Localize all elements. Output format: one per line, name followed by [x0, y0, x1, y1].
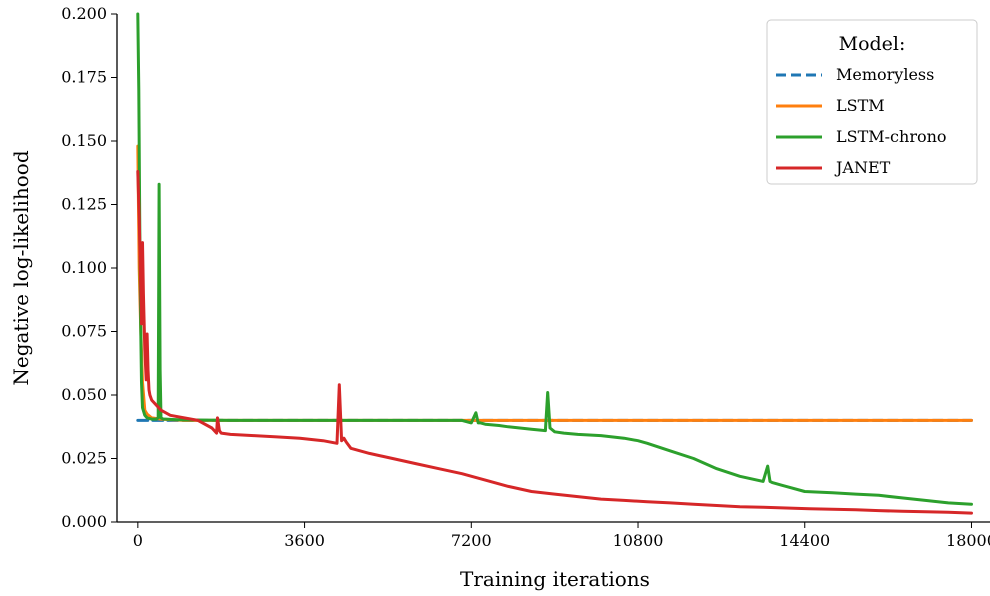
y-tick-label: 0.200	[61, 4, 107, 23]
y-tick-label: 0.025	[61, 449, 107, 468]
x-tick-label: 3600	[284, 531, 325, 550]
y-tick-label: 0.125	[61, 195, 107, 214]
series-line-lstm	[136, 144, 973, 422]
legend: Model: Memoryless LSTM LSTM-chrono JANET	[766, 19, 978, 185]
legend-label: Memoryless	[836, 65, 934, 84]
legend-label: LSTM-chrono	[836, 127, 947, 146]
x-tick-label: 7200	[451, 531, 492, 550]
x-tick-label: 14400	[779, 531, 830, 550]
legend-items: Memoryless LSTM LSTM-chrono JANET	[776, 65, 947, 177]
x-axis-title: Training iterations	[460, 567, 650, 591]
y-tick-label: 0.050	[61, 385, 107, 404]
y-tick-label: 0.100	[61, 258, 107, 277]
legend-label: LSTM	[836, 96, 885, 115]
y-tick-label: 0.150	[61, 131, 107, 150]
series-line-lstm-chrono	[136, 12, 973, 506]
x-tick-label: 10800	[613, 531, 664, 550]
legend-frame	[766, 19, 978, 185]
y-tick-label: 0.075	[61, 322, 107, 341]
y-tick-label: 0.000	[61, 512, 107, 531]
legend-label: JANET	[834, 158, 891, 177]
legend-title: Model:	[839, 33, 906, 55]
y-axis-title: Negative log-likelihood	[9, 150, 33, 385]
x-tick-label: 0	[133, 531, 143, 550]
y-tick-label: 0.175	[61, 68, 107, 87]
series-layer	[136, 12, 973, 515]
series-line-janet	[136, 170, 973, 515]
